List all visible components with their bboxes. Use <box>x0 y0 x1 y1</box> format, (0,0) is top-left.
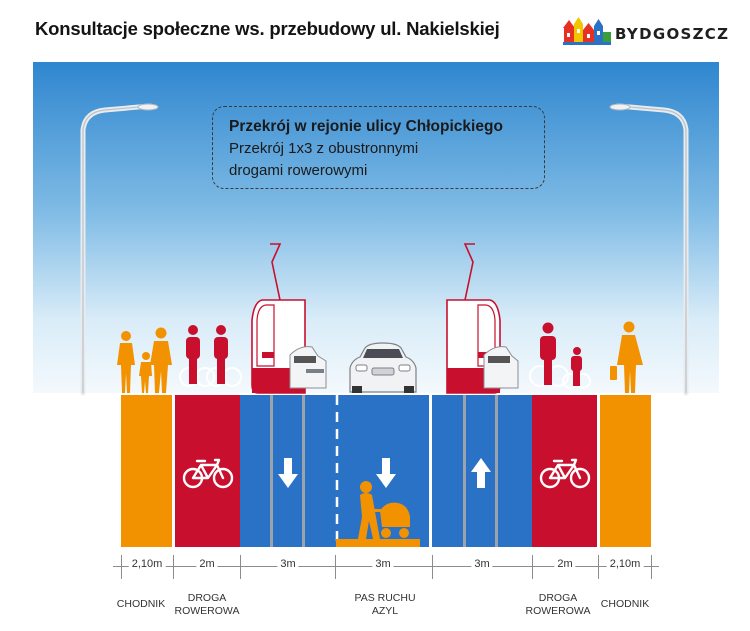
cyclists-left-icon <box>179 325 242 387</box>
median-line <box>429 395 432 547</box>
name-sidewalk-left: CHODNIK <box>116 598 166 610</box>
tram-rail <box>495 395 498 547</box>
info-line-1: Przekrój 1x3 z obustronnymi <box>229 140 419 157</box>
bicycle-icon <box>182 458 234 489</box>
logo-wordmark: BYDGOSZCZ <box>615 25 730 43</box>
sidewalk-right-lane <box>600 395 651 547</box>
width-label-bike-left: 2m <box>196 558 218 570</box>
name-bike-left-2: ROWEROWA <box>174 605 240 617</box>
car-left-icon <box>289 346 327 389</box>
name-lane-center-2: AZYL <box>371 605 399 617</box>
info-line-2: drogami rowerowymi <box>229 162 368 179</box>
dimension-tick <box>651 555 652 579</box>
dimension-tick <box>121 555 122 579</box>
roadway <box>240 395 429 547</box>
dimension-tick <box>598 555 599 579</box>
dimension-tick <box>532 555 533 579</box>
city-crest-icon <box>563 17 611 45</box>
name-bike-left-1: DROGA <box>187 592 227 604</box>
dimension-tick <box>432 555 433 579</box>
width-label-lane-1: 3m <box>277 558 299 570</box>
arrow-down-icon <box>278 458 298 488</box>
name-sidewalk-right: CHODNIK <box>600 598 650 610</box>
dimension-tick <box>173 555 174 579</box>
dimension-tick <box>240 555 241 579</box>
bike-path-left-lane <box>175 395 240 547</box>
name-bike-right-1: DROGA <box>538 592 578 604</box>
street-lamp-right-icon <box>609 103 689 396</box>
width-label-lane-3: 3m <box>471 558 493 570</box>
bike-path-right-lane <box>532 395 597 547</box>
car-center-icon <box>349 342 417 393</box>
width-label-sidewalk-right: 2,10m <box>606 558 644 570</box>
page-title: Konsultacje społeczne ws. przebudowy ul.… <box>35 18 500 39</box>
car-right-icon <box>483 346 519 389</box>
pedestrian-right-icon <box>610 321 643 393</box>
info-heading: Przekrój w rejonie ulicy Chłopickiego <box>229 118 503 135</box>
roadway-right <box>432 395 532 547</box>
cyclists-right-icon <box>529 322 591 389</box>
cross-section-info-box: Przekrój w rejonie ulicy Chłopickiego Pr… <box>212 106 545 189</box>
tram-rail <box>270 395 273 547</box>
width-label-lane-2: 3m <box>372 558 394 570</box>
sky-background <box>33 62 719 393</box>
width-label-sidewalk-left: 2,10m <box>128 558 166 570</box>
dimension-tick <box>335 555 336 579</box>
lane-divider-dashed <box>335 395 339 547</box>
arrow-down-icon <box>376 458 396 488</box>
street-lamp-left-icon <box>80 103 159 396</box>
width-label-bike-right: 2m <box>554 558 576 570</box>
tram-rail <box>302 395 305 547</box>
stroller-icon <box>336 481 420 547</box>
tram-rail <box>463 395 466 547</box>
name-lane-center-1: PAS RUCHU <box>354 592 416 604</box>
pedestrians-left-icon <box>117 327 172 393</box>
arrow-up-icon <box>471 458 491 488</box>
city-logo: BYDGOSZCZ <box>563 16 728 50</box>
sidewalk-left-lane <box>121 395 172 547</box>
bicycle-icon <box>539 458 591 489</box>
name-bike-right-2: ROWEROWA <box>525 605 591 617</box>
